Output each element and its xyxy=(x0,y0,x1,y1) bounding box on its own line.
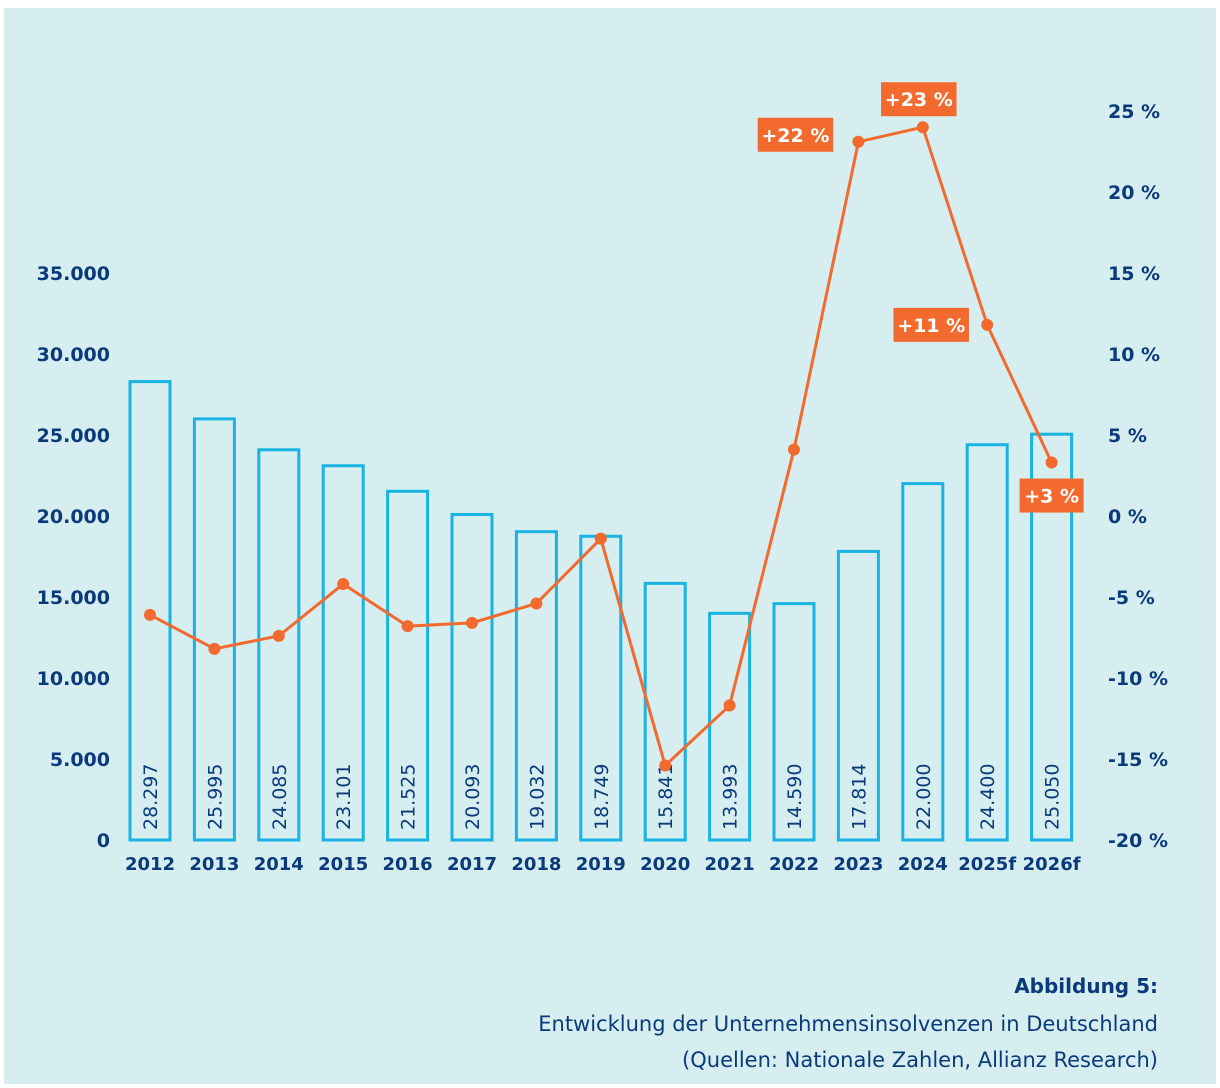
y-left-tick-label: 15.000 xyxy=(37,587,110,609)
bar-value-label: 17.814 xyxy=(848,764,870,830)
y-right-tick-label: 0 % xyxy=(1108,506,1147,528)
x-tick-label: 2021 xyxy=(705,854,755,875)
x-tick-label: 2012 xyxy=(125,854,175,875)
bar xyxy=(321,464,365,842)
y-right-tick-label: 10 % xyxy=(1108,344,1160,366)
line-point xyxy=(337,578,350,591)
y-right-tick-label: 15 % xyxy=(1108,263,1160,285)
bar-value-label: 23.101 xyxy=(333,764,355,830)
bar-value-label: 25.050 xyxy=(1042,764,1064,830)
bar-value-label: 13.993 xyxy=(720,764,742,830)
bar xyxy=(965,443,1009,842)
bar-value-label: 24.400 xyxy=(977,764,999,830)
change-rate-line xyxy=(149,125,1053,767)
bar-value-label: 18.749 xyxy=(591,764,613,830)
line-point xyxy=(401,620,414,633)
y-left-tick-label: 30.000 xyxy=(37,344,110,366)
line-point xyxy=(916,121,929,134)
figure-caption-title: Abbildung 5: xyxy=(1014,974,1158,998)
chart-svg: 0 5.000 10.000 15.000 20.000 25.000 30.000 35.0… xyxy=(37,82,1168,875)
chart-panel: 0 5.000 10.000 15.000 20.000 25.000 30.000 35.0… xyxy=(4,8,1216,1084)
bar xyxy=(708,611,752,842)
bar-value-label: 15.841 xyxy=(655,764,677,830)
line-point xyxy=(466,616,478,629)
bar-value-label: 14.590 xyxy=(784,764,806,830)
line-point xyxy=(852,135,865,148)
line-point xyxy=(144,608,156,621)
y-left-tick-label: 5.000 xyxy=(50,749,110,771)
y-right-tick-label: -15 % xyxy=(1108,749,1168,771)
y-left-tick-label: 25.000 xyxy=(37,425,110,447)
x-tick-label: 2018 xyxy=(511,854,561,875)
y-right-tick-label: -20 % xyxy=(1108,830,1168,852)
bar xyxy=(192,417,236,842)
bar xyxy=(836,549,880,842)
x-tick-label: 2022 xyxy=(769,854,819,875)
y-left-tick-label: 20.000 xyxy=(37,506,110,528)
x-tick-label: 2013 xyxy=(189,854,239,875)
y-right-tick-label: -5 % xyxy=(1108,587,1155,609)
line-point xyxy=(723,699,736,712)
bar-value-label: 25.995 xyxy=(204,764,226,830)
annotation-box xyxy=(757,117,834,152)
y-right-tick-label: 25 % xyxy=(1108,101,1160,123)
x-tick-label: 2025f xyxy=(958,854,1016,875)
line-point xyxy=(1045,456,1058,469)
bar xyxy=(1030,432,1074,842)
x-tick-label: 2016 xyxy=(383,854,433,875)
x-tick-label: 2017 xyxy=(447,854,497,875)
bar xyxy=(450,512,494,842)
line-point xyxy=(659,759,672,772)
line-point xyxy=(788,443,800,456)
bar xyxy=(901,482,945,842)
y-right-tick-label: 20 % xyxy=(1108,182,1160,204)
line-point xyxy=(208,642,221,655)
bar xyxy=(643,581,687,842)
x-tick-label: 2015 xyxy=(318,854,368,875)
annotation-label: +11 % xyxy=(897,315,965,337)
bar-value-label: 21.525 xyxy=(398,764,420,830)
line-point xyxy=(272,629,285,642)
annotation-box xyxy=(1019,478,1084,513)
line-point xyxy=(530,597,543,610)
annotation-box xyxy=(893,307,969,342)
bar xyxy=(514,530,558,842)
y-right-tick-label: 5 % xyxy=(1108,425,1147,447)
annotation-box xyxy=(881,82,957,117)
annotation-label: +3 % xyxy=(1024,486,1079,508)
y-left-tick-label: 35.000 xyxy=(37,263,110,285)
bar-value-label: 22.000 xyxy=(913,764,935,830)
x-tick-label: 2023 xyxy=(833,854,883,875)
figure-caption-line1: Entwicklung der Unternehmensinsolvenzen … xyxy=(538,1012,1158,1036)
x-tick-label: 2014 xyxy=(254,854,304,875)
line-point xyxy=(981,318,994,331)
x-tick-label: 2019 xyxy=(576,854,626,875)
bar-value-label: 24.085 xyxy=(269,764,291,830)
annotation-label: +22 % xyxy=(761,125,829,147)
bar xyxy=(386,489,430,842)
figure-caption-line2: (Quellen: Nationale Zahlen, Allianz Rese… xyxy=(682,1048,1158,1072)
x-tick-label: 2020 xyxy=(640,854,690,875)
bar xyxy=(772,602,816,842)
y-left-tick-label: 0 xyxy=(97,830,110,852)
line-point xyxy=(594,532,607,545)
annotation-label: +23 % xyxy=(885,89,953,111)
bar-value-label: 20.093 xyxy=(462,764,484,830)
bar xyxy=(257,448,301,842)
x-tick-label: 2026f xyxy=(1023,854,1081,875)
x-tick-label: 2024 xyxy=(898,854,948,875)
bar-value-label: 19.032 xyxy=(526,764,548,830)
bar xyxy=(128,380,172,842)
bar-value-label: 28.297 xyxy=(140,764,162,830)
y-right-tick-label: -10 % xyxy=(1108,668,1168,690)
y-left-tick-label: 10.000 xyxy=(37,668,110,690)
